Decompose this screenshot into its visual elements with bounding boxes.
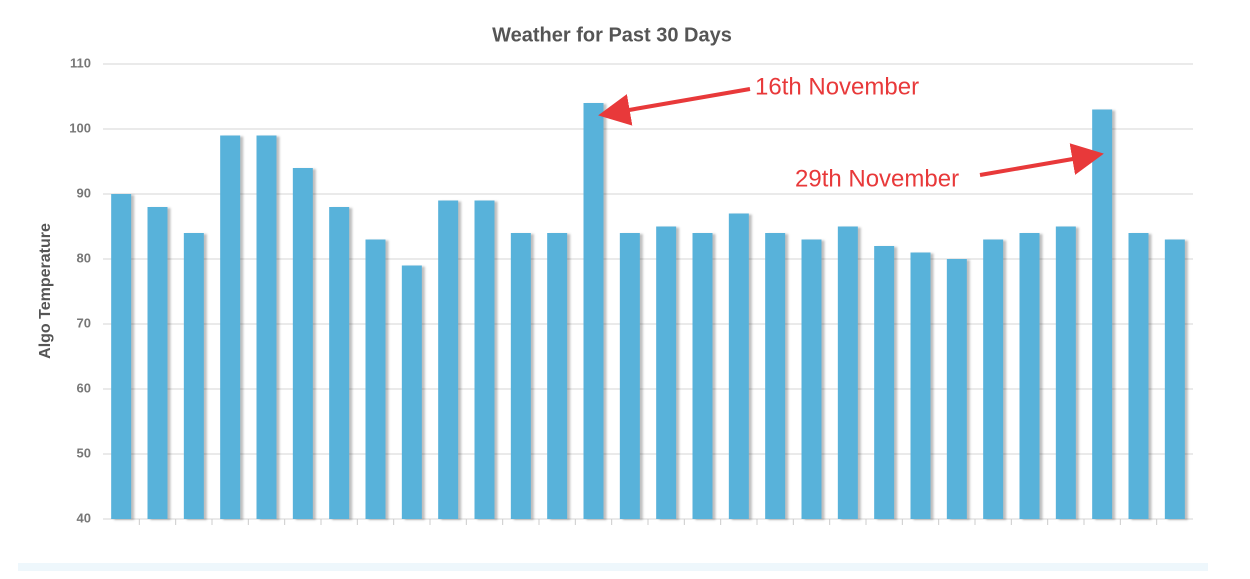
bar — [946, 259, 967, 519]
bar — [765, 233, 786, 519]
bar — [438, 200, 459, 519]
bar — [583, 103, 604, 519]
bar — [692, 233, 713, 519]
bar — [401, 265, 422, 519]
y-tick-label: 50 — [77, 445, 91, 460]
bar — [837, 226, 858, 519]
bar — [728, 213, 749, 519]
bar — [183, 233, 204, 519]
y-tick-label: 90 — [77, 185, 91, 200]
bar — [983, 239, 1004, 519]
bar — [910, 252, 931, 519]
bar — [220, 135, 241, 519]
annotation-arrow — [979, 143, 1104, 177]
bar — [329, 207, 350, 519]
y-tick-label: 60 — [77, 380, 91, 395]
bar — [111, 194, 132, 519]
bar — [256, 135, 277, 519]
bar — [365, 239, 386, 519]
bar — [1055, 226, 1076, 519]
bar — [147, 207, 168, 519]
bar — [801, 239, 822, 519]
y-tick-label: 40 — [77, 510, 91, 525]
bar — [1164, 239, 1185, 519]
y-tick-label: 80 — [77, 250, 91, 265]
y-tick-label: 70 — [77, 315, 91, 330]
annotation: 29th November — [795, 165, 959, 192]
annotation-arrow — [598, 87, 751, 126]
bar — [292, 168, 313, 519]
bar — [510, 233, 531, 519]
bar — [474, 200, 495, 519]
bar — [1128, 233, 1149, 519]
bar — [619, 233, 640, 519]
chart-title: Weather for Past 30 Days — [492, 24, 732, 46]
footer-strip — [18, 563, 1208, 571]
annotation: 16th November — [755, 73, 919, 100]
bar — [874, 246, 895, 519]
y-axis-label: Algo Temperature — [37, 223, 54, 359]
y-tick-label: 100 — [69, 120, 91, 135]
bar — [1092, 109, 1113, 519]
bar — [656, 226, 677, 519]
bar — [547, 233, 568, 519]
y-tick-label: 110 — [70, 55, 91, 70]
bar — [1019, 233, 1040, 519]
